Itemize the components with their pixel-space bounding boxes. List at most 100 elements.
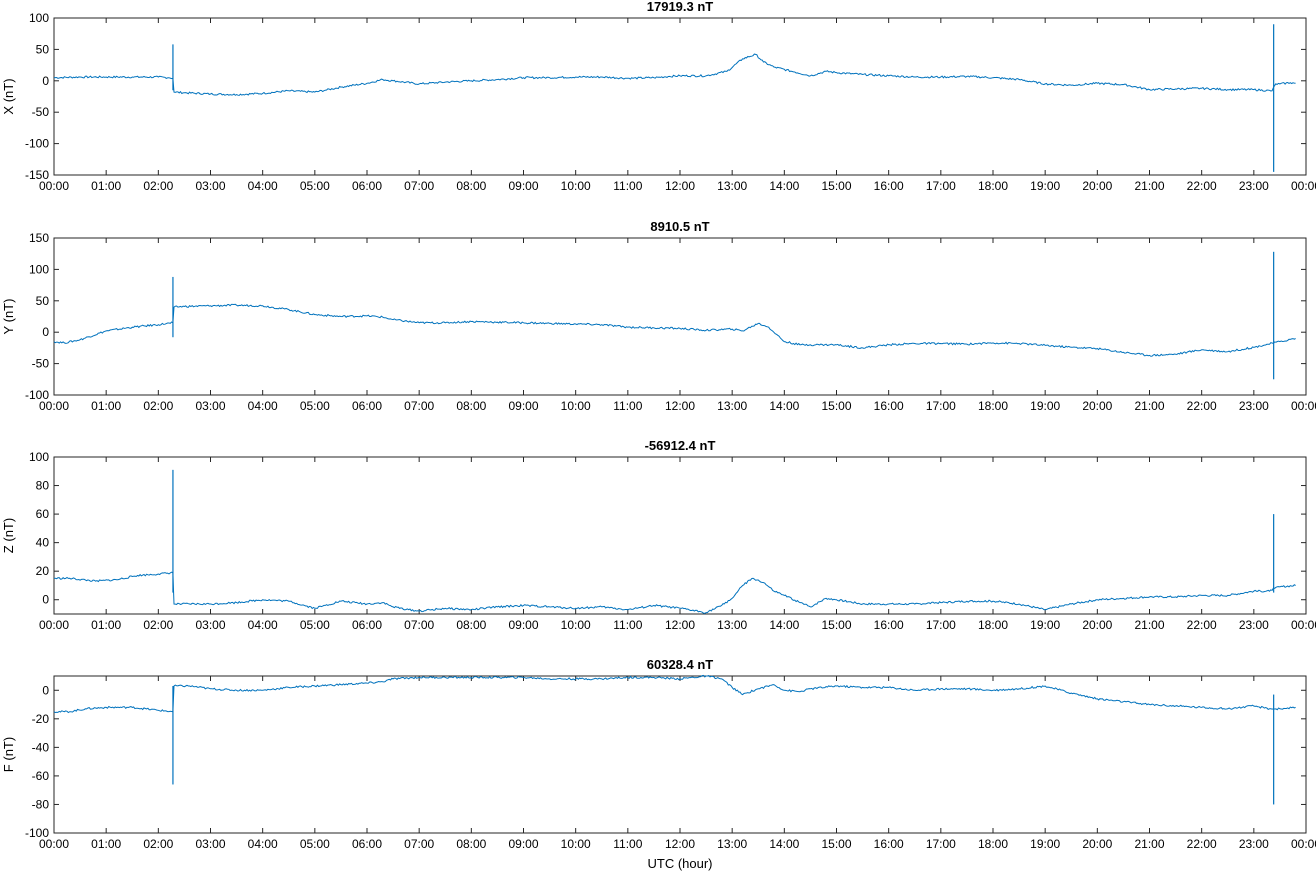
x-tick-label: 22:00 <box>1187 837 1217 851</box>
y-tick-label: 150 <box>29 231 49 245</box>
x-tick-label: 20:00 <box>1082 179 1112 193</box>
y-tick-label: 0 <box>42 593 49 607</box>
x-tick-label: 07:00 <box>404 837 434 851</box>
x-tick-label: 10:00 <box>561 399 591 413</box>
y-tick-label: 100 <box>29 11 49 25</box>
x-tick-label: 18:00 <box>978 618 1008 632</box>
x-tick-label: 01:00 <box>91 837 121 851</box>
x-tick-label: 00:00 <box>1291 399 1316 413</box>
y-tick-label: 0 <box>42 74 49 88</box>
x-tick-label: 11:00 <box>613 399 642 413</box>
x-tick-label: 23:00 <box>1239 399 1269 413</box>
x-tick-label: 08:00 <box>456 618 486 632</box>
x-tick-label: 10:00 <box>561 179 591 193</box>
x-tick-label: 06:00 <box>352 837 382 851</box>
x-tick-label: 20:00 <box>1082 618 1112 632</box>
panel-title: 60328.4 nT <box>647 657 714 672</box>
x-tick-label: 08:00 <box>456 399 486 413</box>
x-tick-label: 00:00 <box>1291 179 1316 193</box>
x-tick-label: 06:00 <box>352 618 382 632</box>
y-tick-label: 60 <box>36 507 50 521</box>
series-line <box>54 571 1296 614</box>
x-tick-label: 14:00 <box>769 837 799 851</box>
x-tick-label: 18:00 <box>978 837 1008 851</box>
x-tick-label: 20:00 <box>1082 399 1112 413</box>
x-tick-label: 03:00 <box>195 399 225 413</box>
panel-title: 17919.3 nT <box>647 0 714 14</box>
y-tick-label: 80 <box>36 479 50 493</box>
y-tick-label: -150 <box>25 168 49 182</box>
y-tick-label: -60 <box>32 769 50 783</box>
x-tick-label: 09:00 <box>508 618 538 632</box>
y-tick-label: 20 <box>36 564 50 578</box>
y-tick-label: -80 <box>32 797 50 811</box>
x-tick-label: 09:00 <box>508 179 538 193</box>
x-tick-label: 07:00 <box>404 179 434 193</box>
x-tick-label: 12:00 <box>665 179 695 193</box>
y-tick-label: -50 <box>32 105 50 119</box>
x-tick-label: 15:00 <box>821 399 851 413</box>
x-tick-label: 19:00 <box>1030 618 1060 632</box>
x-tick-label: 03:00 <box>195 837 225 851</box>
x-tick-label: 07:00 <box>404 399 434 413</box>
x-tick-label: 02:00 <box>143 618 173 632</box>
x-tick-label: 22:00 <box>1187 399 1217 413</box>
x-tick-label: 15:00 <box>821 179 851 193</box>
y-tick-label: 100 <box>29 262 49 276</box>
x-tick-label: 05:00 <box>300 837 330 851</box>
x-tick-label: 06:00 <box>352 179 382 193</box>
panel-2: 00:00 01:00 02:00 03:00 04:00 05:00 06:00 07:00… <box>1 219 1316 413</box>
y-tick-label: -40 <box>32 740 50 754</box>
x-tick-label: 08:00 <box>456 179 486 193</box>
y-tick-label: -100 <box>25 137 49 151</box>
panel-title: -56912.4 nT <box>645 438 716 453</box>
x-tick-label: 10:00 <box>561 618 591 632</box>
x-tick-label: 16:00 <box>874 179 904 193</box>
x-tick-label: 17:00 <box>926 179 956 193</box>
x-tick-label: 01:00 <box>91 399 121 413</box>
x-tick-label: 21:00 <box>1134 837 1164 851</box>
x-tick-label: 21:00 <box>1134 399 1164 413</box>
y-tick-label: 0 <box>42 325 49 339</box>
x-tick-label: 02:00 <box>143 837 173 851</box>
x-tick-label: 13:00 <box>717 179 747 193</box>
y-axis-label: Z (nT) <box>1 518 16 553</box>
series-line <box>53 674 1296 714</box>
y-axis-label: F (nT) <box>1 737 16 772</box>
x-tick-label: 13:00 <box>717 837 747 851</box>
y-tick-label: -20 <box>32 712 50 726</box>
x-tick-label: 22:00 <box>1187 179 1217 193</box>
axes-box <box>53 675 1307 834</box>
x-tick-label: 04:00 <box>248 179 278 193</box>
series-line <box>53 53 1296 96</box>
x-axis-label: UTC (hour) <box>647 856 712 871</box>
axes-box <box>53 456 1307 615</box>
x-tick-label: 23:00 <box>1239 837 1269 851</box>
x-tick-label: 00:00 <box>1291 618 1316 632</box>
x-tick-label: 14:00 <box>769 399 799 413</box>
x-tick-label: 17:00 <box>926 399 956 413</box>
x-tick-label: 06:00 <box>352 399 382 413</box>
x-tick-label: 00:00 <box>1291 837 1316 851</box>
x-tick-label: 03:00 <box>195 618 225 632</box>
x-tick-label: 22:00 <box>1187 618 1217 632</box>
panel-1: 00:00 01:00 02:00 03:00 04:00 05:00 06:00 07:00… <box>1 0 1316 193</box>
x-tick-label: 08:00 <box>456 837 486 851</box>
x-tick-label: 14:00 <box>769 179 799 193</box>
x-tick-label: 01:00 <box>91 618 121 632</box>
axes-box <box>53 17 1307 176</box>
x-tick-label: 11:00 <box>613 179 642 193</box>
x-tick-label: 21:00 <box>1134 179 1164 193</box>
x-tick-label: 00:00 <box>39 618 69 632</box>
x-tick-label: 02:00 <box>143 399 173 413</box>
x-tick-label: 19:00 <box>1030 179 1060 193</box>
y-tick-label: -50 <box>32 357 50 371</box>
x-tick-label: 13:00 <box>717 618 747 632</box>
y-tick-label: -100 <box>25 388 49 402</box>
x-tick-label: 17:00 <box>926 618 956 632</box>
y-tick-label: -100 <box>25 826 49 840</box>
x-tick-label: 12:00 <box>665 837 695 851</box>
x-tick-label: 20:00 <box>1082 837 1112 851</box>
